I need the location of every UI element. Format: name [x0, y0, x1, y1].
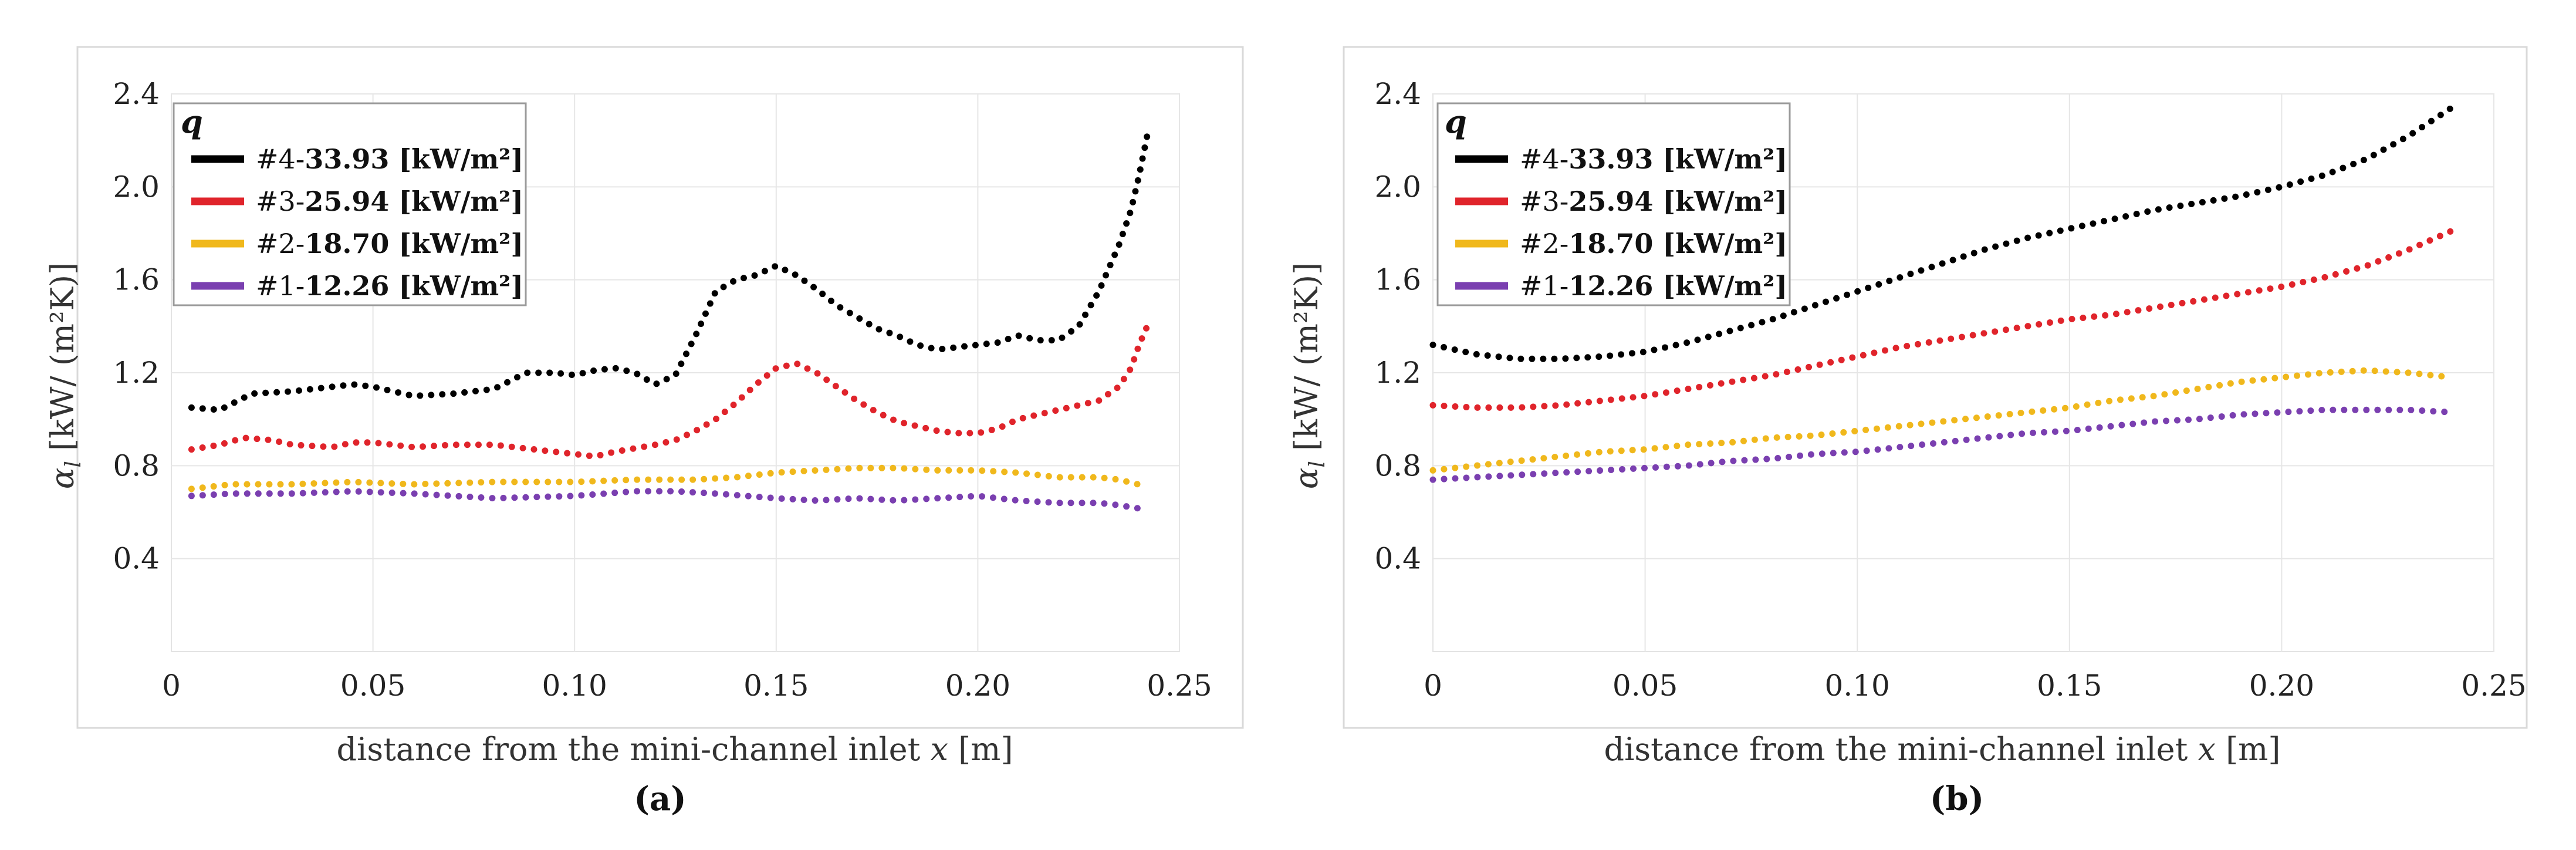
legend-label: #3-25.94 [kW/m²] [256, 185, 523, 217]
series-line-q1 [1429, 406, 2455, 483]
legend: q #4-33.93 [kW/m²] #3-25.94 [kW/m²] #2-18.7… [173, 102, 527, 306]
legend-label: #1-12.26 [kW/m²] [256, 270, 523, 302]
y-tick-label: 2.4 [113, 77, 160, 111]
panel-caption: (b) [1930, 780, 1984, 818]
legend-label: #2-18.70 [kW/m²] [1520, 228, 1787, 259]
legend-label: #4-33.93 [kW/m²] [1520, 143, 1787, 175]
y-axis-label: αl [kW/ (m²K)] [1288, 262, 1330, 489]
legend-label: #2-18.70 [kW/m²] [256, 228, 523, 259]
series-line-q3 [188, 323, 1151, 460]
x-tick-label: 0.15 [2037, 669, 2102, 703]
x-axis-label: distance from the mini-channel inlet x [… [337, 731, 1013, 768]
x-tick-label: 0.05 [340, 669, 405, 703]
y-tick-label: 0.4 [1374, 542, 1421, 576]
x-tick-label: 0 [1424, 669, 1442, 703]
y-tick-label: 2.4 [1374, 77, 1421, 111]
x-tick-label: 0.10 [542, 669, 607, 703]
x-axis-label: distance from the mini-channel inlet x [… [1604, 731, 2281, 768]
y-tick-label: 0.8 [1374, 448, 1421, 483]
x-tick-label: 0.20 [2249, 669, 2314, 703]
legend-title: q [1445, 103, 1467, 140]
x-tick-label: 0.25 [1147, 669, 1212, 703]
y-tick-label: 1.6 [1374, 263, 1421, 297]
legend-title: q [181, 103, 203, 140]
x-tick-label: 0.25 [2461, 669, 2526, 703]
x-tick-label: 0.05 [1612, 669, 1678, 703]
x-tick-label: 0.20 [945, 669, 1010, 703]
legend-label: #3-25.94 [kW/m²] [1520, 185, 1787, 217]
x-tick-label: 0.15 [743, 669, 809, 703]
chart-panel-b: 0 0.05 0.10 0.15 0.20 0.25 0.4 0.8 1.2 1.6 2.0 2.4 q… [1288, 46, 2528, 818]
panel-caption: (a) [634, 780, 686, 818]
y-tick-label: 2.0 [113, 170, 160, 204]
legend: q #4-33.93 [kW/m²] #3-25.94 [kW/m²] #2-18.7… [1436, 102, 1791, 306]
y-tick-label: 1.2 [113, 356, 160, 390]
series-line-q1 [188, 488, 1151, 513]
series-line-q3 [1429, 228, 2455, 411]
chart-panel-a: 0 0.05 0.10 0.15 0.20 0.25 0.4 0.8 1.2 1.6 2.0 2.4 q… [44, 46, 1244, 818]
y-tick-label: 0.8 [113, 448, 160, 483]
y-tick-label: 2.0 [1374, 170, 1421, 204]
x-tick-label: 0.10 [1825, 669, 1890, 703]
x-tick-label: 0 [162, 669, 181, 703]
legend-box [173, 102, 527, 306]
y-tick-label: 0.4 [113, 542, 160, 576]
series-line-q2 [1429, 367, 2455, 474]
series-line-q4 [188, 132, 1151, 413]
y-tick-label: 1.2 [1374, 356, 1421, 390]
legend-label: #4-33.93 [kW/m²] [256, 143, 523, 175]
series-line-q4 [1429, 104, 2455, 362]
y-tick-label: 1.6 [113, 263, 160, 297]
y-axis-label: αl [kW/ (m²K)] [44, 262, 86, 489]
legend-label: #1-12.26 [kW/m²] [1520, 270, 1787, 302]
